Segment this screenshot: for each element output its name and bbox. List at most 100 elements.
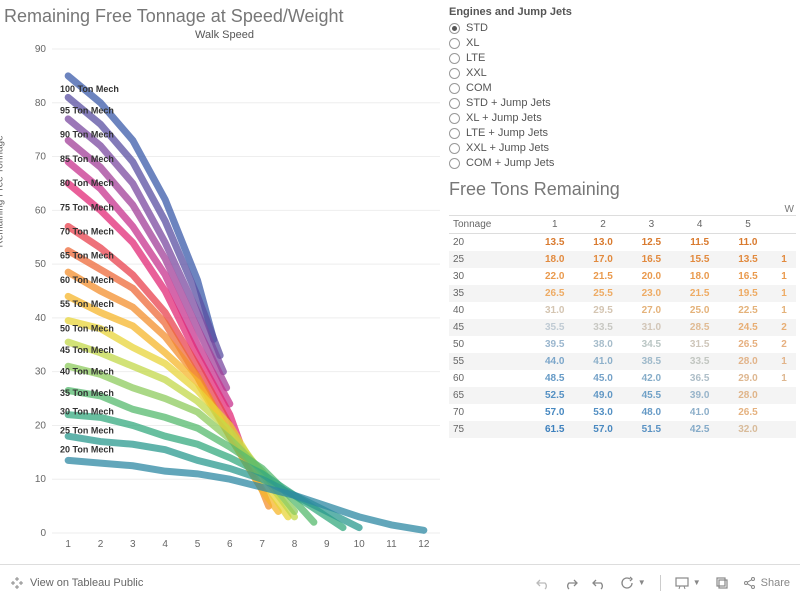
cell: 33.5 [676,353,724,370]
radio-icon [449,38,460,49]
radio-icon [449,23,460,34]
svg-text:65 Ton Mech: 65 Ton Mech [60,251,114,261]
table-row[interactable]: 6552.549.045.539.028.0 [449,387,796,404]
chart-area[interactable]: Remaining Free Tonnage 01020304050607080… [4,43,444,553]
radio-lte-jump-jets[interactable]: LTE + Jump Jets [449,127,796,139]
cell: 18.0 [531,251,579,268]
radio-xl[interactable]: XL [449,37,796,49]
undo-icon[interactable] [536,576,550,590]
svg-text:60: 60 [35,205,47,216]
table-row[interactable]: 2013.513.012.511.511.0 [449,234,796,252]
row-header: 35 [449,285,531,302]
radio-label: LTE + Jump Jets [466,127,548,139]
row-header: 25 [449,251,531,268]
cell: 36.5 [676,370,724,387]
cell: 32.0 [724,421,772,438]
revert-icon[interactable] [592,576,606,590]
col-header: 3 [627,216,675,234]
cell: 28.5 [676,319,724,336]
svg-text:80: 80 [35,98,47,109]
present-icon[interactable]: ▼ [675,576,701,590]
radio-std-jump-jets[interactable]: STD + Jump Jets [449,97,796,109]
tableau-logo-icon[interactable] [10,576,24,590]
divider [660,575,661,591]
cell: 20.0 [627,268,675,285]
table-row[interactable]: 3022.021.520.018.016.51 [449,268,796,285]
radio-com[interactable]: COM [449,82,796,94]
svg-text:12: 12 [418,539,430,550]
cell: 31.0 [627,319,675,336]
view-on-tableau-link[interactable]: View on Tableau Public [30,577,143,589]
cell: 21.5 [676,285,724,302]
cell: 49.0 [579,387,627,404]
radio-xxl[interactable]: XXL [449,67,796,79]
svg-text:30 Ton Mech: 30 Ton Mech [60,407,114,417]
cell: 39.5 [531,336,579,353]
cell: 21.5 [579,268,627,285]
radio-label: COM [466,82,492,94]
share-button[interactable]: Share [743,576,790,590]
cell: 22.5 [724,302,772,319]
radio-xxl-jump-jets[interactable]: XXL + Jump Jets [449,142,796,154]
cell: 48.0 [627,404,675,421]
table-row[interactable]: 5544.041.038.533.528.01 [449,353,796,370]
svg-text:45 Ton Mech: 45 Ton Mech [60,345,114,355]
cell: 33.5 [579,319,627,336]
table-row[interactable]: 7057.053.048.041.026.5 [449,404,796,421]
refresh-icon[interactable]: ▼ [620,576,646,590]
redo-icon[interactable] [564,576,578,590]
cell: 27.0 [627,302,675,319]
row-header: 55 [449,353,531,370]
svg-text:40 Ton Mech: 40 Ton Mech [60,366,114,376]
cell: 28.0 [724,387,772,404]
row-header: 60 [449,370,531,387]
svg-text:5: 5 [195,539,201,550]
cell: 1 [772,353,796,370]
cell: 45.5 [627,387,675,404]
svg-text:25 Ton Mech: 25 Ton Mech [60,426,114,436]
cell: 25.5 [579,285,627,302]
cell: 12.5 [627,234,675,252]
svg-text:6: 6 [227,539,233,550]
bottom-bar: View on Tableau Public ▼ ▼ Share [0,564,800,600]
row-header: 75 [449,421,531,438]
cell: 18.0 [676,268,724,285]
table-row[interactable]: 7561.557.051.542.532.0 [449,421,796,438]
page-title: Remaining Free Tonnage at Speed/Weight [4,6,445,27]
table-row[interactable]: 6048.545.042.036.529.01 [449,370,796,387]
table-row[interactable]: 3526.525.523.021.519.51 [449,285,796,302]
svg-text:0: 0 [40,528,46,539]
cell: 1 [772,285,796,302]
radio-icon [449,68,460,79]
cell: 2 [772,319,796,336]
radio-com-jump-jets[interactable]: COM + Jump Jets [449,157,796,169]
cell: 57.0 [579,421,627,438]
svg-text:9: 9 [324,539,330,550]
table-row[interactable]: 4031.029.527.025.022.51 [449,302,796,319]
row-header: 20 [449,234,531,252]
cell: 19.5 [724,285,772,302]
cell: 51.5 [627,421,675,438]
table-row[interactable]: 5039.538.034.531.526.52 [449,336,796,353]
chart-svg: 0102030405060708090123456789101112100 To… [28,43,444,553]
radio-label: LTE [466,52,485,64]
radio-xl-jump-jets[interactable]: XL + Jump Jets [449,112,796,124]
chart-subtitle: Walk Speed [4,29,445,41]
download-icon[interactable] [715,576,729,590]
data-table[interactable]: Tonnage12345 2013.513.012.511.511.02518.… [449,215,796,438]
cell: 41.0 [676,404,724,421]
radio-std[interactable]: STD [449,22,796,34]
radio-icon [449,53,460,64]
radio-label: XL + Jump Jets [466,112,542,124]
cell: 16.5 [724,268,772,285]
table-row[interactable]: 4535.533.531.028.524.52 [449,319,796,336]
cell: 28.0 [724,353,772,370]
cell: 38.0 [579,336,627,353]
cell: 11.0 [724,234,772,252]
radio-lte[interactable]: LTE [449,52,796,64]
svg-text:80 Ton Mech: 80 Ton Mech [60,178,114,188]
cell: 45.0 [579,370,627,387]
table-row[interactable]: 2518.017.016.515.513.51 [449,251,796,268]
cell: 38.5 [627,353,675,370]
cell: 1 [772,302,796,319]
